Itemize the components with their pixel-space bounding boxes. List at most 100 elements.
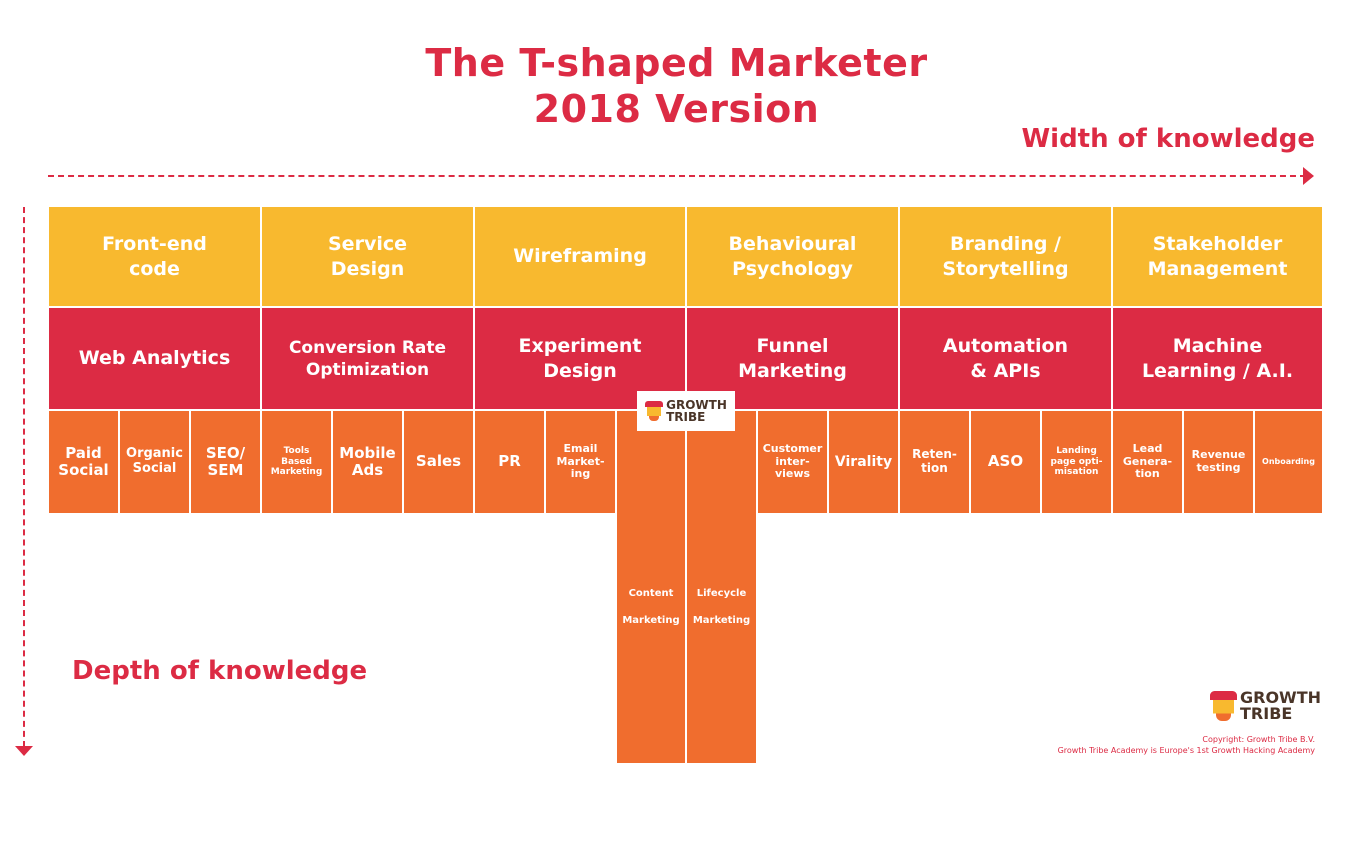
skill-line: Learning / A.I. bbox=[1141, 359, 1294, 382]
skill-landing-page-optimisation: Landing page opti-misation bbox=[1042, 411, 1113, 513]
skill-line: Stakeholder bbox=[1152, 232, 1283, 255]
skill-line: Revenue bbox=[1191, 448, 1246, 462]
skill-stakeholder-management: Stakeholder Management bbox=[1113, 207, 1322, 308]
skill-front-end-code: Front-end code bbox=[49, 207, 262, 308]
skill-customer-interviews: Customer inter-views bbox=[758, 411, 829, 513]
skill-line: Landing bbox=[1056, 446, 1097, 457]
skill-automation-apis: Automation & APIs bbox=[900, 308, 1113, 411]
skill-branding-storytelling: Branding / Storytelling bbox=[900, 207, 1113, 308]
skill-line: Paid bbox=[65, 443, 102, 462]
tribe-mask-icon bbox=[645, 401, 664, 421]
skill-line: Behavioural bbox=[728, 232, 857, 255]
tribe-mask-icon bbox=[1210, 691, 1237, 721]
skill-lead-generation: Lead Genera-tion bbox=[1113, 411, 1184, 513]
growth-tribe-logo-center: GROWTH TRIBE bbox=[637, 391, 735, 431]
skill-line: Ads bbox=[351, 461, 384, 479]
skill-line: Storytelling bbox=[942, 257, 1069, 280]
skill-line: Experiment bbox=[518, 334, 642, 357]
skill-line: Front-end bbox=[102, 232, 207, 255]
skill-conversion-rate-optimization: Conversion Rate Optimization bbox=[262, 308, 475, 411]
width-axis-label: Width of knowledge bbox=[1021, 124, 1315, 154]
skill-pr: PR bbox=[475, 411, 546, 513]
skill-line: page opti- bbox=[1050, 456, 1103, 467]
depth-axis-label: Depth of knowledge bbox=[72, 656, 368, 686]
skill-line: Content bbox=[628, 588, 674, 599]
width-arrow-head-icon bbox=[1303, 167, 1314, 185]
skill-service-design: Service Design bbox=[262, 207, 475, 308]
skill-line: Organic bbox=[126, 446, 183, 462]
skill-lifecycle-marketing: Lifecycle Marketing bbox=[687, 411, 756, 763]
skill-line: PR bbox=[498, 452, 521, 471]
skill-line: tion bbox=[921, 461, 948, 475]
skill-line: ASO bbox=[987, 452, 1024, 471]
skill-tools-based-marketing: Tools Based Marketing bbox=[262, 411, 333, 513]
skill-line: Marketing bbox=[622, 615, 680, 626]
skill-line: Optimization bbox=[305, 359, 430, 380]
skill-line: Marketing bbox=[692, 615, 751, 626]
skill-content-marketing: Content Marketing bbox=[617, 411, 687, 763]
skill-organic-social: Organic Social bbox=[120, 411, 191, 513]
copyright-line-1: Copyright: Growth Tribe B.V. bbox=[1202, 735, 1315, 744]
skill-line: Market- bbox=[556, 454, 605, 468]
skill-line: Virality bbox=[834, 453, 893, 470]
skill-line: views bbox=[774, 467, 811, 481]
skill-retention: Reten-tion bbox=[900, 411, 971, 513]
skill-seo-sem: SEO/SEM bbox=[191, 411, 262, 513]
skill-sales: Sales bbox=[404, 411, 475, 513]
skill-line: tion bbox=[1135, 467, 1160, 481]
skill-line: Wireframing bbox=[513, 245, 647, 267]
logo-line-2: TRIBE bbox=[666, 410, 706, 424]
skill-line: ing bbox=[570, 467, 591, 481]
skill-line: Mobile bbox=[339, 443, 396, 462]
skill-line: Tools bbox=[283, 446, 310, 457]
skill-line: Design bbox=[330, 257, 405, 280]
skill-line: Service bbox=[328, 232, 407, 255]
skill-email-marketing: Email Market-ing bbox=[546, 411, 617, 513]
skill-line: Lead bbox=[1132, 442, 1163, 456]
growth-tribe-logo-corner: GROWTH TRIBE bbox=[1210, 688, 1322, 723]
skill-wireframing: Wireframing bbox=[475, 207, 687, 308]
skill-line: Genera- bbox=[1122, 454, 1173, 468]
skill-line: Design bbox=[543, 359, 617, 382]
skill-line: Management bbox=[1147, 257, 1288, 280]
skill-behavioural-psychology: Behavioural Psychology bbox=[687, 207, 900, 308]
skill-line: Machine bbox=[1172, 334, 1263, 357]
skill-virality: Virality bbox=[829, 411, 900, 513]
skill-line: Based bbox=[281, 456, 312, 467]
depth-axis-line bbox=[23, 207, 25, 747]
skill-line: misation bbox=[1054, 467, 1099, 478]
skill-line: Web Analytics bbox=[78, 347, 231, 369]
skill-line: Reten- bbox=[912, 447, 957, 462]
skill-line: Social bbox=[58, 461, 109, 479]
copyright-line-2: Growth Tribe Academy is Europe's 1st Gro… bbox=[1057, 746, 1315, 755]
skill-line: Funnel bbox=[756, 334, 829, 357]
skill-line: Automation bbox=[942, 334, 1069, 357]
skill-revenue-testing: Revenue testing bbox=[1184, 411, 1255, 513]
skill-line: SEM bbox=[207, 461, 244, 479]
copyright-text: Copyright: Growth Tribe B.V. Growth Trib… bbox=[1058, 734, 1315, 756]
depth-arrow-head-icon bbox=[15, 746, 33, 756]
skill-line: Psychology bbox=[732, 257, 853, 280]
logo-line-1: GROWTH bbox=[1240, 688, 1322, 707]
skill-aso: ASO bbox=[971, 411, 1042, 513]
logo-line-1: GROWTH bbox=[666, 398, 727, 412]
width-axis-line bbox=[48, 175, 1306, 177]
logo-line-2: TRIBE bbox=[1240, 704, 1293, 723]
skill-line: Sales bbox=[415, 452, 462, 471]
skill-line: SEO/ bbox=[205, 443, 246, 462]
skill-line: Onboarding bbox=[1262, 457, 1315, 467]
skill-mobile-ads: Mobile Ads bbox=[333, 411, 404, 513]
title-line-1: The T-shaped Marketer bbox=[425, 41, 928, 85]
skill-web-analytics: Web Analytics bbox=[49, 308, 262, 411]
skill-paid-social: Paid Social bbox=[49, 411, 120, 513]
title-line-2: 2018 Version bbox=[533, 87, 820, 131]
skill-line: Branding / bbox=[950, 232, 1061, 255]
skill-line: Marketing bbox=[738, 359, 847, 382]
skill-line: Customer bbox=[762, 442, 823, 456]
skill-line: Social bbox=[132, 461, 177, 476]
skill-line: Conversion Rate bbox=[288, 337, 447, 358]
skill-line: inter- bbox=[775, 454, 810, 468]
skill-line: Marketing bbox=[270, 467, 323, 478]
skill-machine-learning-ai: Machine Learning / A.I. bbox=[1113, 308, 1322, 411]
skill-line: & APIs bbox=[970, 359, 1041, 382]
